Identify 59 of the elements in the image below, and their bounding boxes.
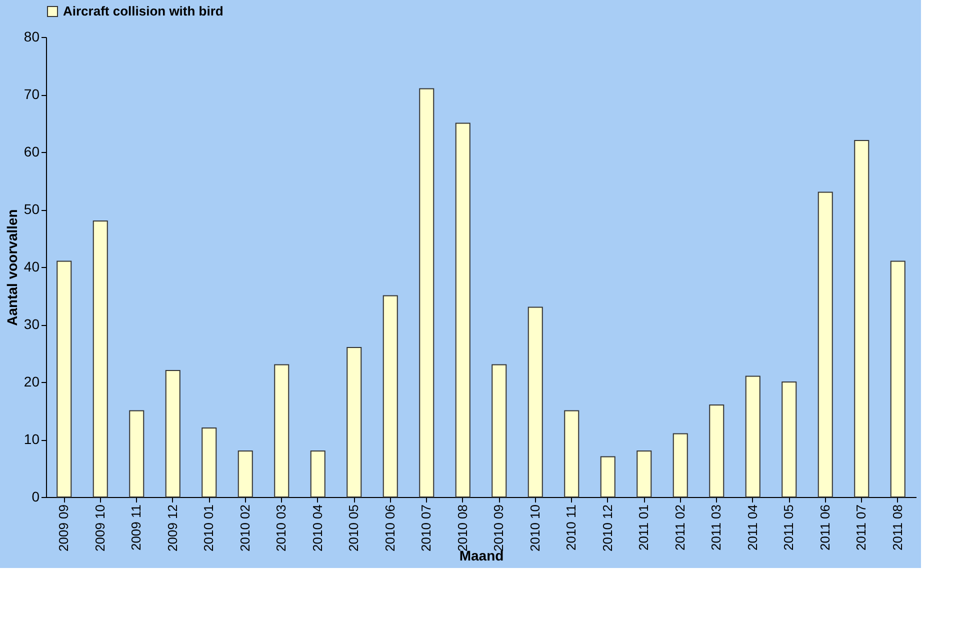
y-tick-label: 0 xyxy=(32,488,40,504)
x-tick-label: 2011 02 xyxy=(672,504,688,551)
bar xyxy=(310,450,326,498)
y-tick-label: 40 xyxy=(24,258,40,274)
bar xyxy=(165,370,180,498)
y-tick-label: 80 xyxy=(24,28,40,44)
bar xyxy=(92,220,108,498)
bar xyxy=(238,450,253,498)
x-tick-label: 2009 09 xyxy=(56,504,72,552)
bar xyxy=(636,450,652,498)
x-tick-label: 2010 11 xyxy=(564,504,579,551)
x-tick-label: 2010 05 xyxy=(346,504,362,552)
y-tick-label: 60 xyxy=(24,144,40,160)
x-tick-label: 2010 06 xyxy=(382,504,398,552)
y-tick-label: 30 xyxy=(24,316,40,332)
bar xyxy=(854,140,870,498)
bar xyxy=(346,347,362,498)
y-tick-label: 20 xyxy=(24,374,40,390)
x-tick-label: 2011 03 xyxy=(708,504,724,551)
x-tick-label: 2011 04 xyxy=(744,504,760,551)
x-tick-label: 2011 01 xyxy=(636,504,652,551)
bar xyxy=(129,410,144,498)
x-tick-label: 2010 01 xyxy=(201,504,216,552)
x-tick-label: 2011 07 xyxy=(854,504,869,551)
bar xyxy=(492,364,507,498)
x-tick-label: 2010 08 xyxy=(454,504,470,552)
bar xyxy=(600,456,616,498)
bar xyxy=(818,192,833,498)
x-tick-label: 2011 05 xyxy=(781,504,796,551)
x-tick-label: 2010 03 xyxy=(274,504,289,552)
x-tick-label: 2010 02 xyxy=(237,504,252,552)
x-tick-label: 2011 06 xyxy=(817,504,832,551)
bar xyxy=(745,376,760,498)
bar xyxy=(419,88,434,498)
bar xyxy=(455,122,470,498)
x-tick-label: 2011 08 xyxy=(890,504,905,551)
x-tick-label: 2010 04 xyxy=(310,504,325,552)
x-tick-label: 2009 11 xyxy=(128,504,144,551)
bar xyxy=(890,260,906,498)
bar xyxy=(202,428,217,498)
bar xyxy=(528,306,543,498)
y-tick-label: 70 xyxy=(24,86,40,102)
x-tick-label: 2010 10 xyxy=(527,504,542,552)
bar xyxy=(274,364,290,498)
x-tick-label: 2010 09 xyxy=(491,504,506,552)
x-tick-label: 2009 10 xyxy=(92,504,108,552)
y-tick-label: 50 xyxy=(24,201,40,217)
y-axis-title: Aantal voorvallen xyxy=(4,209,20,326)
x-tick-label: 2010 07 xyxy=(418,504,434,552)
bar xyxy=(564,410,580,498)
y-tick-label: 10 xyxy=(24,431,40,447)
x-tick-label: 2009 12 xyxy=(164,504,180,552)
bar xyxy=(56,260,72,498)
bar xyxy=(709,404,724,498)
legend-label: Aircraft collision with bird xyxy=(63,4,224,18)
bar xyxy=(782,382,797,498)
bar xyxy=(672,433,688,498)
x-tick-label: 2010 12 xyxy=(600,504,615,552)
bar xyxy=(382,295,398,498)
